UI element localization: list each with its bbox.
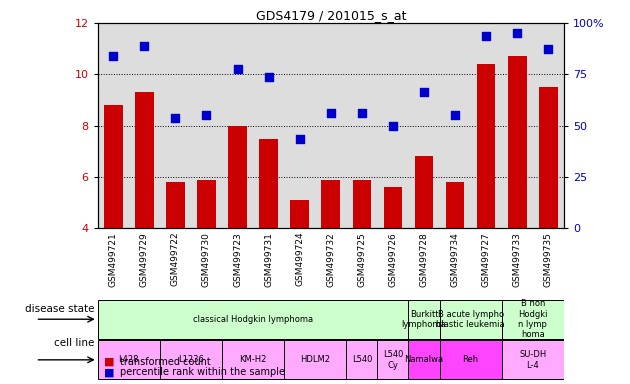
Point xyxy=(263,74,273,80)
Bar xyxy=(539,87,558,228)
Bar xyxy=(408,340,440,379)
Bar xyxy=(384,187,402,228)
Text: GSM499723: GSM499723 xyxy=(233,232,242,286)
Bar xyxy=(501,340,564,379)
Title: GDS4179 / 201015_s_at: GDS4179 / 201015_s_at xyxy=(256,9,406,22)
Text: B acute lympho
blastic leukemia: B acute lympho blastic leukemia xyxy=(437,310,505,329)
Bar xyxy=(228,126,247,228)
Text: GSM499721: GSM499721 xyxy=(109,232,118,286)
Text: L540
Cy: L540 Cy xyxy=(382,350,403,369)
Text: percentile rank within the sample: percentile rank within the sample xyxy=(120,367,285,377)
Text: Namalwa: Namalwa xyxy=(404,355,444,364)
Point xyxy=(357,110,367,116)
Text: ■: ■ xyxy=(104,357,115,367)
Text: GSM499726: GSM499726 xyxy=(389,232,398,286)
Text: GSM499735: GSM499735 xyxy=(544,232,553,287)
Bar xyxy=(508,56,527,228)
Point xyxy=(543,46,553,52)
Text: GSM499730: GSM499730 xyxy=(202,232,211,287)
Text: GSM499731: GSM499731 xyxy=(264,232,273,287)
Bar xyxy=(98,300,408,339)
Bar xyxy=(160,340,222,379)
Bar xyxy=(104,105,122,228)
Point xyxy=(419,89,429,95)
Bar xyxy=(166,182,185,228)
Text: cell line: cell line xyxy=(54,338,94,348)
Text: GSM499734: GSM499734 xyxy=(450,232,459,286)
Bar xyxy=(98,340,160,379)
Point xyxy=(170,115,180,121)
Text: GSM499724: GSM499724 xyxy=(295,232,304,286)
Text: GSM499733: GSM499733 xyxy=(513,232,522,287)
Bar xyxy=(501,300,564,339)
Bar xyxy=(353,180,371,228)
Bar xyxy=(408,300,440,339)
Text: GSM499725: GSM499725 xyxy=(357,232,366,286)
Bar xyxy=(477,64,495,228)
Bar xyxy=(260,139,278,228)
Point xyxy=(388,122,398,129)
Bar xyxy=(284,340,346,379)
Text: classical Hodgkin lymphoma: classical Hodgkin lymphoma xyxy=(193,315,313,324)
Bar xyxy=(346,340,377,379)
Text: B non
Hodgki
n lymp
homa: B non Hodgki n lymp homa xyxy=(518,299,547,339)
Point xyxy=(450,113,460,119)
Text: KM-H2: KM-H2 xyxy=(239,355,266,364)
Text: Reh: Reh xyxy=(462,355,479,364)
Bar xyxy=(446,182,464,228)
Text: GSM499727: GSM499727 xyxy=(482,232,491,286)
Point xyxy=(481,33,491,39)
Point xyxy=(139,43,149,49)
Point xyxy=(232,66,243,72)
Text: Burkitt
lymphoma: Burkitt lymphoma xyxy=(402,310,446,329)
Bar xyxy=(440,340,501,379)
Text: GSM499722: GSM499722 xyxy=(171,232,180,286)
Bar xyxy=(290,200,309,228)
Text: GSM499728: GSM499728 xyxy=(420,232,428,286)
Point xyxy=(326,110,336,116)
Text: L428: L428 xyxy=(118,355,139,364)
Point xyxy=(512,30,522,36)
Text: HDLM2: HDLM2 xyxy=(301,355,330,364)
Point xyxy=(108,53,118,60)
Point xyxy=(202,113,212,119)
Text: disease state: disease state xyxy=(25,304,94,314)
Text: GSM499729: GSM499729 xyxy=(140,232,149,286)
Text: SU-DH
L-4: SU-DH L-4 xyxy=(519,350,546,369)
Bar xyxy=(415,156,433,228)
Bar xyxy=(197,180,215,228)
Text: GSM499732: GSM499732 xyxy=(326,232,335,286)
Bar xyxy=(440,300,501,339)
Bar xyxy=(377,340,408,379)
Point xyxy=(295,136,305,142)
Bar xyxy=(135,92,154,228)
Text: L540: L540 xyxy=(352,355,372,364)
Bar xyxy=(222,340,284,379)
Text: transformed count: transformed count xyxy=(120,357,210,367)
Text: ■: ■ xyxy=(104,367,115,377)
Text: L1236: L1236 xyxy=(178,355,204,364)
Bar xyxy=(321,180,340,228)
